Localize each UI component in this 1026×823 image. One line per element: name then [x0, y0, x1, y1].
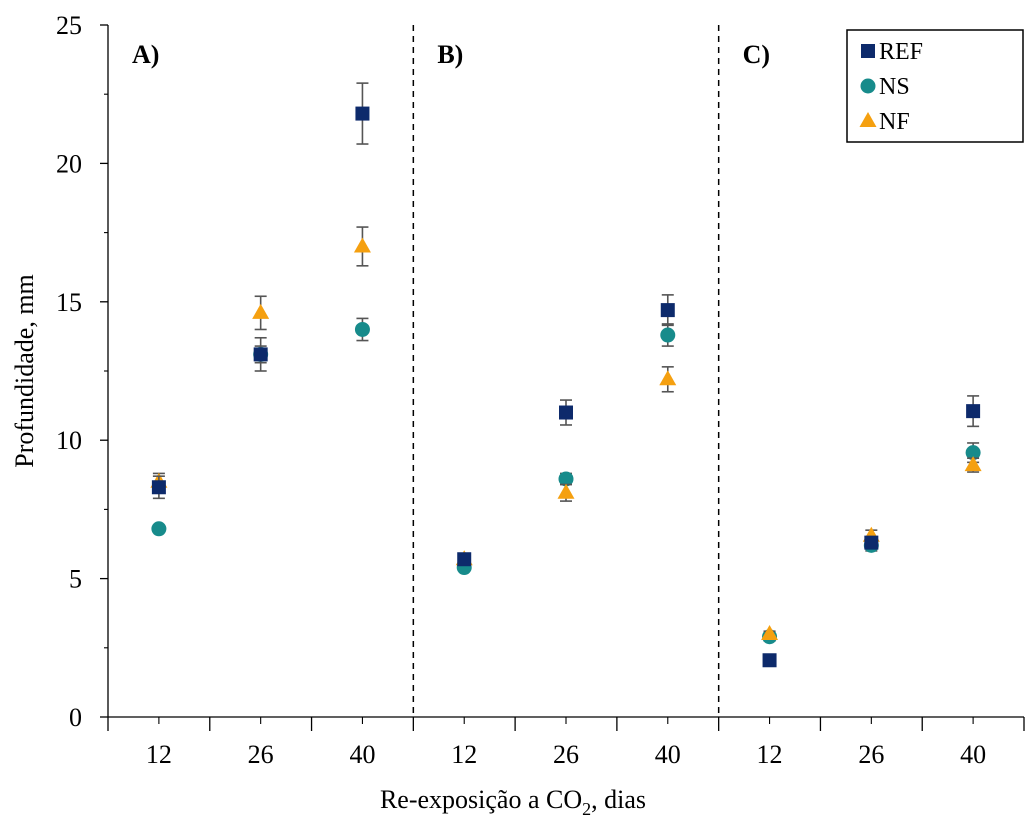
legend-label-ns: NS [879, 74, 910, 100]
y-tick-label: 10 [56, 426, 82, 455]
data-point-nf [761, 624, 779, 640]
x-axis-title-main: Re-exposição a CO [380, 785, 582, 814]
x-tick-label: 40 [960, 740, 986, 769]
data-point-ref [660, 303, 675, 318]
x-tick-label: 40 [349, 740, 375, 769]
data-point-ref [864, 535, 879, 550]
legend-box [846, 29, 1024, 143]
panel-dividers: A) B) C) [132, 25, 770, 717]
data-point-nf [659, 370, 677, 386]
x-axis-title: Re-exposição a CO2, dias [380, 785, 646, 819]
legend: REF NS NF [846, 29, 1024, 143]
x-tick-label: 12 [146, 740, 172, 769]
legend-label-ref: REF [879, 39, 923, 65]
data-point-ref [559, 405, 573, 420]
data-point-nf [964, 456, 982, 472]
x-axis-title-sub: 2 [582, 799, 591, 819]
y-tick-label: 15 [56, 288, 82, 317]
legend-marker-nf [859, 112, 877, 127]
x-axis-title-tail: , dias [591, 785, 646, 814]
data-point-ref [151, 480, 166, 495]
x-tick-label: 12 [757, 740, 783, 769]
y-tick-label: 20 [56, 149, 82, 178]
data-point-ref [355, 106, 370, 121]
data-point-ref [966, 404, 981, 419]
data-point-ref [762, 653, 777, 668]
legend-marker-ns [860, 78, 876, 94]
data-point-ref [253, 347, 268, 362]
data-point-nf [353, 237, 371, 253]
panel-label: B) [437, 40, 463, 69]
y-axis-title: Profundidade, mm [10, 274, 39, 468]
y-tick-label: 0 [69, 703, 82, 732]
data-point-ns [660, 327, 676, 343]
data-point-nf [252, 303, 270, 319]
x-tick-label: 26 [248, 740, 274, 769]
y-tick-label: 5 [69, 565, 82, 594]
x-tick-label: 26 [858, 740, 884, 769]
data-point-ns [558, 471, 574, 487]
y-tick-label: 25 [56, 11, 82, 40]
data-point-ns [354, 321, 370, 337]
panel-label: A) [132, 40, 159, 69]
x-tick-label: 12 [451, 740, 477, 769]
panel-label: C) [743, 40, 770, 69]
x-tick-label: 26 [553, 740, 579, 769]
data-point-nf [557, 483, 575, 499]
x-tick-label: 40 [655, 740, 681, 769]
legend-marker-ref [861, 44, 875, 58]
data-point-ns [965, 445, 981, 461]
data-point-ns [151, 521, 167, 537]
legend-label-nf: NF [879, 109, 910, 135]
data-marks [150, 82, 982, 668]
data-point-ref [457, 552, 472, 567]
axes: 0 5 10 15 20 25 12 26 40 12 26 40 12 26 40 [56, 11, 1025, 769]
